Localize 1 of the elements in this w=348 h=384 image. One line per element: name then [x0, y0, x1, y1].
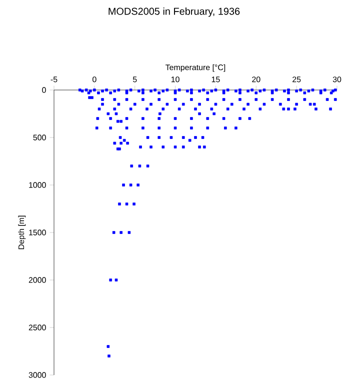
- chart-title: MODS2005 in February, 1936: [108, 8, 240, 17]
